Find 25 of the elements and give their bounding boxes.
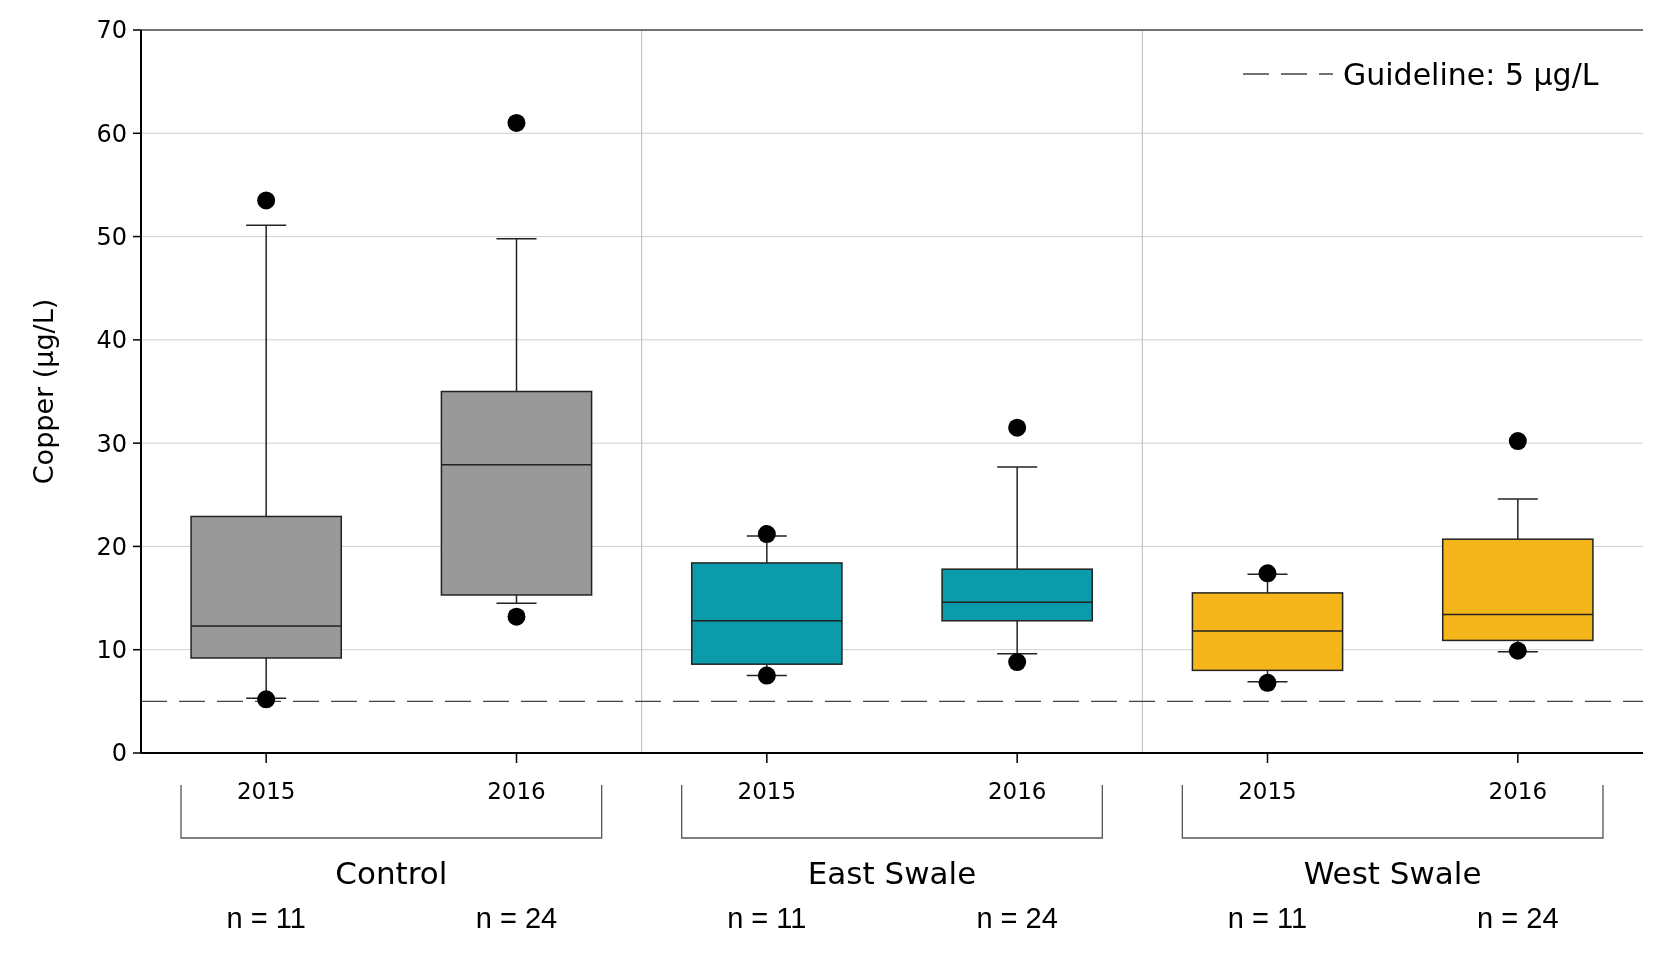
text: n = 24 <box>976 902 1058 934</box>
x-tick-label: 2015 <box>236 778 296 804</box>
x-tick-label: 2015 <box>1238 778 1297 804</box>
y-axis-title: Copper (µg/L) <box>28 298 59 485</box>
x-tick-label: 2015 <box>737 778 797 804</box>
x-tick-label: 2016 <box>487 778 546 804</box>
y-tick-label: 0 <box>111 739 127 768</box>
text: n = 11 <box>1227 902 1308 934</box>
y-tick-label: 70 <box>96 16 127 45</box>
text: Control <box>335 855 448 891</box>
text: n = 11 <box>226 902 306 934</box>
y-tick-label: 50 <box>96 222 127 251</box>
y-tick-label: 40 <box>96 326 127 355</box>
y-tick-label: 20 <box>96 532 127 561</box>
legend-label: Guideline: 5 µg/L <box>1343 56 1599 92</box>
text: East Swale <box>807 855 977 891</box>
text: n = 24 <box>1477 902 1559 934</box>
text: n = 11 <box>727 902 807 934</box>
y-tick-label: 10 <box>96 636 127 665</box>
text: West Swale <box>1303 855 1482 891</box>
y-tick-label: 60 <box>96 119 127 148</box>
text: n = 24 <box>475 902 558 934</box>
x-tick-label: 2016 <box>987 778 1047 804</box>
y-tick-label: 30 <box>96 429 127 458</box>
x-tick-label: 2016 <box>1488 778 1548 804</box>
